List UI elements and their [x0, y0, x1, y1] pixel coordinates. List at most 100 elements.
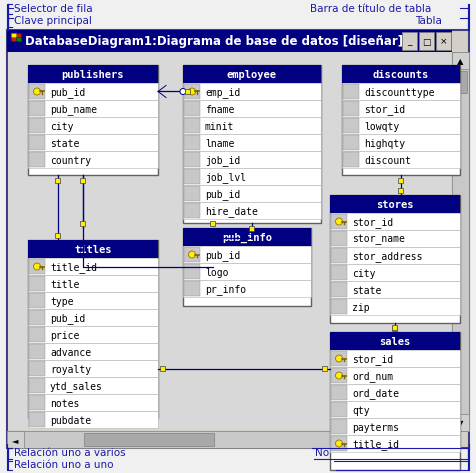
Bar — [329, 418, 459, 435]
Bar — [29, 152, 45, 167]
Bar — [29, 395, 45, 410]
Bar — [330, 231, 346, 246]
Bar — [28, 411, 158, 428]
Bar — [329, 195, 459, 323]
Text: payterms: payterms — [351, 422, 398, 432]
Bar — [28, 100, 158, 117]
Bar — [8, 52, 450, 430]
Bar — [329, 264, 459, 281]
Bar — [451, 52, 468, 69]
Bar — [183, 168, 320, 185]
Bar — [183, 246, 310, 263]
Text: stor_address: stor_address — [351, 251, 422, 262]
Text: type: type — [50, 297, 73, 307]
Bar — [29, 259, 45, 274]
Text: title_id: title_id — [50, 262, 97, 273]
Bar — [28, 326, 158, 343]
Bar — [342, 152, 358, 167]
Bar — [28, 343, 158, 360]
Text: Barra de título de tabla: Barra de título de tabla — [309, 4, 430, 14]
Bar — [184, 264, 199, 279]
Bar — [341, 83, 459, 100]
Text: discounts: discounts — [372, 70, 428, 80]
Text: pub_info: pub_info — [221, 233, 271, 243]
Text: pub_id: pub_id — [205, 189, 240, 200]
Text: Tabla: Tabla — [414, 16, 441, 26]
Bar — [28, 134, 158, 151]
Bar — [210, 220, 215, 226]
Text: Selector de fila: Selector de fila — [14, 4, 92, 14]
Bar — [55, 177, 60, 183]
Bar — [330, 214, 346, 229]
Text: city: city — [50, 122, 73, 131]
Bar — [160, 366, 165, 371]
Bar — [183, 263, 310, 280]
Text: logo: logo — [205, 268, 228, 278]
Bar — [329, 435, 459, 452]
Text: lname: lname — [205, 139, 234, 149]
Bar — [397, 177, 403, 183]
Bar — [329, 384, 459, 401]
Circle shape — [179, 88, 186, 95]
Text: pub_id: pub_id — [50, 313, 85, 324]
Text: sales: sales — [378, 337, 410, 347]
Text: ytd_sales: ytd_sales — [50, 381, 103, 392]
Bar — [342, 84, 358, 99]
Bar — [29, 84, 45, 99]
Text: title_id: title_id — [351, 439, 398, 450]
Text: city: city — [351, 269, 375, 279]
Text: lowqty: lowqty — [363, 122, 398, 131]
Text: □: □ — [421, 37, 430, 46]
Circle shape — [33, 263, 40, 270]
Text: stor_id: stor_id — [351, 354, 392, 365]
Text: titles: titles — [74, 245, 111, 255]
Circle shape — [188, 251, 195, 258]
Bar — [29, 378, 45, 393]
Text: Relación uno a uno: Relación uno a uno — [14, 460, 113, 470]
Bar — [397, 187, 403, 193]
Bar — [28, 292, 158, 309]
Bar — [341, 65, 459, 83]
Bar — [28, 275, 158, 292]
Bar — [29, 101, 45, 116]
Text: pub_id: pub_id — [50, 87, 85, 98]
Text: ►: ► — [439, 436, 446, 445]
Bar — [28, 83, 158, 100]
Bar — [183, 202, 320, 219]
Circle shape — [188, 88, 195, 95]
Bar — [184, 135, 199, 150]
Bar — [322, 366, 327, 371]
Bar — [29, 276, 45, 291]
Bar — [341, 100, 459, 117]
Text: stores: stores — [376, 200, 413, 210]
Bar — [29, 293, 45, 308]
Text: state: state — [351, 286, 381, 296]
Bar — [341, 117, 459, 134]
Bar — [84, 433, 214, 446]
Bar — [184, 118, 199, 133]
Bar — [451, 52, 468, 431]
Bar — [7, 431, 451, 448]
Bar — [183, 280, 310, 297]
Text: country: country — [50, 156, 91, 166]
Text: zip: zip — [351, 303, 369, 313]
Text: ×: × — [439, 37, 446, 46]
Bar — [183, 134, 320, 151]
Circle shape — [335, 218, 342, 225]
Bar — [29, 344, 45, 359]
Text: employee: employee — [227, 70, 277, 80]
Bar — [329, 247, 459, 264]
Bar — [184, 169, 199, 184]
Bar — [330, 419, 346, 434]
Text: job_lvl: job_lvl — [205, 172, 246, 183]
Text: DatabaseDiagram1:Diagrama de base de datos [diseñar]: DatabaseDiagram1:Diagrama de base de dat… — [25, 35, 402, 49]
Bar — [184, 281, 199, 296]
Bar — [330, 402, 346, 417]
Bar — [183, 100, 320, 117]
Bar — [330, 368, 346, 383]
Text: notes: notes — [50, 398, 79, 409]
Bar — [28, 258, 158, 275]
Text: title: title — [50, 280, 79, 289]
Bar — [330, 436, 346, 451]
Text: hire_date: hire_date — [205, 206, 258, 217]
